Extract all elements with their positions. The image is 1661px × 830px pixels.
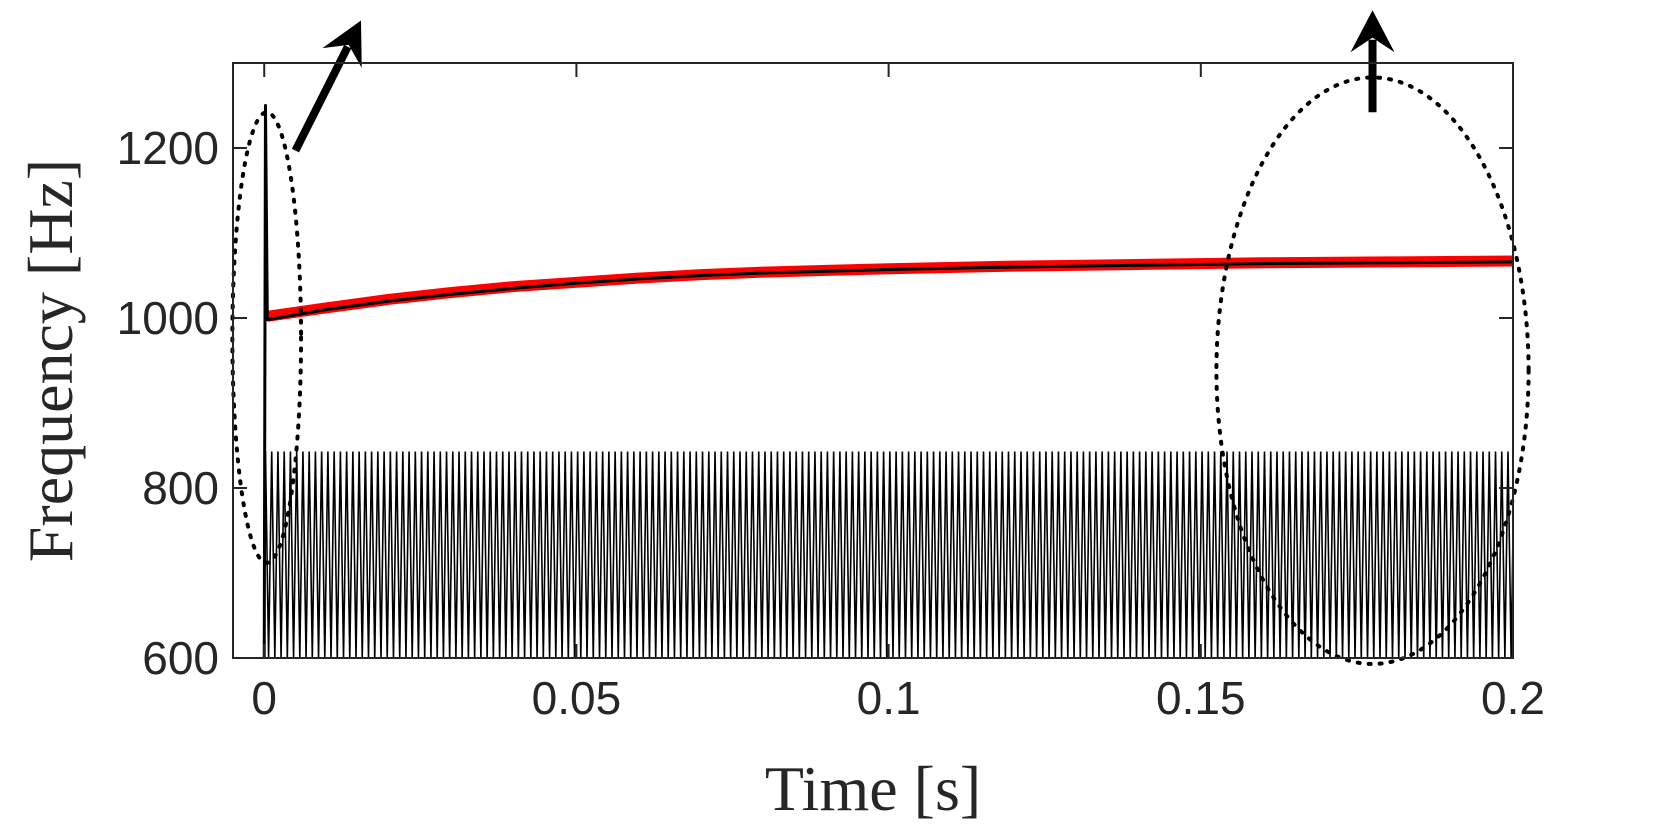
axes: 0 0.05 0.1 0.15 0.2 600 800 1000 1200 (117, 62, 1545, 724)
x-axis-label: Time [s] (765, 753, 981, 824)
series-oscillation-line (264, 451, 1513, 658)
y-tick-label: 1200 (117, 122, 219, 174)
x-tick-label: 0.1 (857, 672, 921, 724)
x-tick-label: 0 (251, 672, 277, 724)
arrow-head (1350, 10, 1395, 53)
x-tick-label: 0.2 (1481, 672, 1545, 724)
y-tick-label: 1000 (117, 292, 219, 344)
y-axis-label: Frequency [Hz] (15, 159, 86, 562)
arrow-head (322, 20, 362, 68)
y-tick-label: 600 (142, 632, 219, 684)
plot-area (262, 104, 1513, 658)
series-black-line (262, 104, 1513, 658)
y-tick-label: 800 (142, 462, 219, 514)
x-tick-label: 0.05 (532, 672, 622, 724)
x-tick-label: 0.15 (1156, 672, 1246, 724)
axes-box (232, 62, 1514, 659)
arrow-shaft (291, 44, 352, 153)
dotted-ellipse-annotation (1214, 75, 1531, 666)
